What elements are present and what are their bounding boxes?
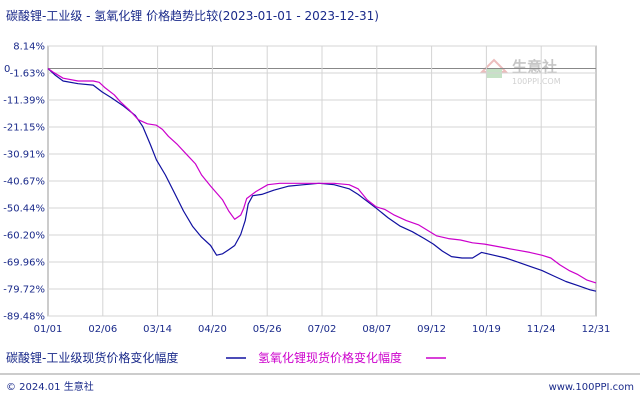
y-tick-label: -21.15% [3,123,45,134]
chart-title: 碳酸锂-工业级 - 氢氧化锂 价格趋势比较(2023-01-01 - 2023-… [6,8,379,23]
axis-layer: 8.14%0 -1.63% -11.39% -21.15% -30.91% -40.67%… [3,42,610,336]
y-tick-label: -11.39% [3,96,45,107]
x-tick-label: 05/26 [253,324,282,335]
x-tick-label: 07/02 [308,324,337,335]
x-tick-label: 10/19 [472,324,501,335]
x-tick-label: 08/07 [362,324,391,335]
x-tick-label: 04/20 [198,324,227,335]
y-tick-label: -50.44% [3,204,45,215]
y-tick-label: -79.72% [3,285,45,296]
footer-website: www.100PPI.com [549,382,634,393]
legend-label-series1: 碳酸锂-工业级现货价格变化幅度 [6,350,178,365]
y-tick-label: -60.20% [3,231,45,242]
legend-label-series2: 氢氧化锂现货价格变化幅度 [258,350,402,365]
series-line-lithium-carbonate [47,68,597,292]
legend: 碳酸锂-工业级现货价格变化幅度 氢氧化锂现货价格变化幅度 [6,350,446,365]
y-tick-label: 8.14% [13,42,45,53]
y-tick-label: -89.48% [3,312,45,323]
series-layer [47,68,597,292]
x-tick-label: 12/31 [582,324,611,335]
series-line-lithium-hydroxide [47,68,597,284]
x-tick-label: 09/12 [417,324,446,335]
y-tick-label: -30.91% [3,150,45,161]
watermark-url: 100PPI.COM [512,77,561,86]
footer-copyright: © 2024.01 生意社 [6,380,94,393]
x-tick-label: 01/01 [34,324,63,335]
y-tick-label: -1.63% [10,69,45,80]
grid-layer [48,45,596,317]
y-tick-label: 0 [4,64,10,75]
x-tick-label: 03/14 [143,324,172,335]
y-tick-label: -69.96% [3,258,45,269]
x-tick-label: 11/24 [527,324,556,335]
watermark-name: 生意社 [512,58,557,76]
x-tick-label: 02/06 [88,324,117,335]
y-tick-label: -40.67% [3,177,45,188]
